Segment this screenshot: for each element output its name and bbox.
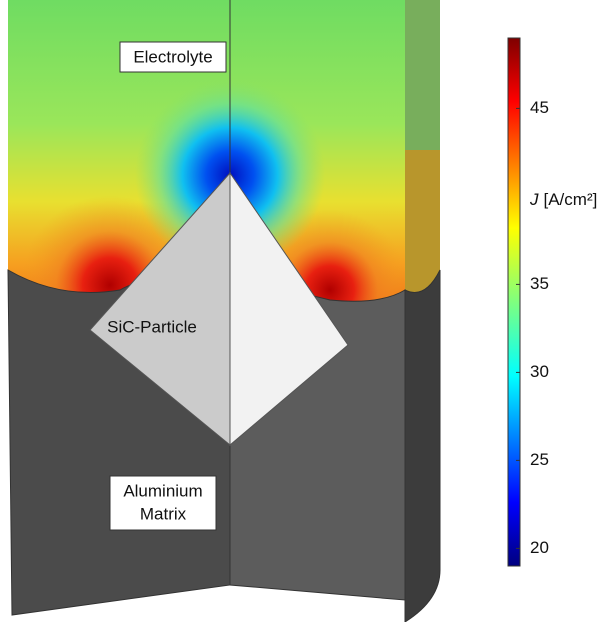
matrix-label: Matrix [140,504,187,523]
colorbar-tick-label: 30 [530,362,549,381]
colorbar-symbol: J [529,190,539,209]
colorbar [508,38,520,566]
colorbar-tick-label: 45 [530,98,549,117]
colorbar-tick-label: 35 [530,274,549,293]
colorbar-unit: [A/cm²] [544,190,598,209]
colorbar-label: J [A/cm²] [529,190,597,209]
particle-label: SiC-Particle [107,317,197,336]
matrix-label: Aluminium [123,481,202,500]
colorbar-tick-label: 25 [530,450,549,469]
colorbar-tick-label: 20 [530,538,549,557]
electrolyte-label: Electrolyte [133,47,212,66]
figure: Electrolyte SiC-Particle Aluminium Matri… [0,0,611,622]
